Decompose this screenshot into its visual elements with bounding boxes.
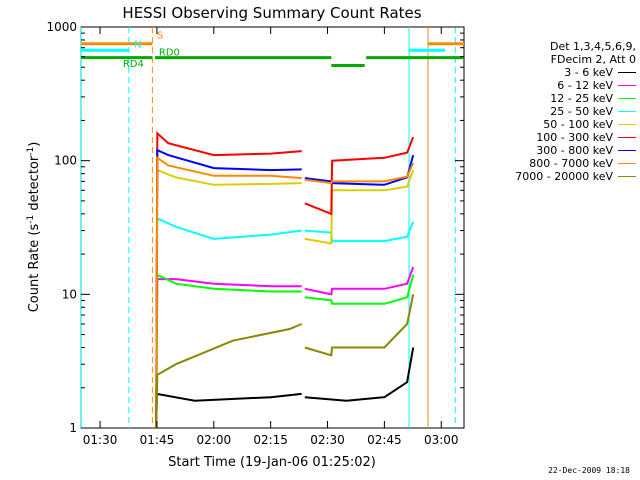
legend-item-8: 7000 - 20000 keV <box>496 170 636 183</box>
legend-item-6: 300 - 800 keV <box>496 144 636 157</box>
series-line-1-segment-0 <box>155 278 302 429</box>
x-tick-label-2: 02:00 <box>197 433 232 447</box>
series-line-2-segment-0 <box>155 273 302 429</box>
legend: Det 1,3,4,5,6,9, FDecim 2, Att 0 3 - 6 k… <box>496 40 636 183</box>
status-bar-label-s: S <box>157 31 163 42</box>
legend-item-label: 7000 - 20000 keV <box>515 170 613 183</box>
legend-item-4: 50 - 100 keV <box>496 118 636 131</box>
chart-title: HESSI Observing Summary Count Rates <box>122 4 421 22</box>
legend-item-label: 300 - 800 keV <box>536 144 613 157</box>
legend-item-label: 12 - 25 keV <box>550 92 613 105</box>
legend-item-0: 3 - 6 keV <box>496 66 636 79</box>
x-axis-label: Start Time (19-Jan-06 01:25:02) <box>168 455 376 470</box>
legend-swatch <box>618 150 636 151</box>
series-line-2-segment-1 <box>304 274 415 305</box>
status-bar-label-rd0: RD0 <box>159 48 180 59</box>
legend-swatch <box>618 85 636 86</box>
series-line-5-segment-1 <box>304 136 415 216</box>
legend-item-label: 100 - 300 keV <box>536 131 613 144</box>
legend-swatch <box>618 98 636 99</box>
series-line-4-segment-1 <box>304 169 415 245</box>
y-axis-label: Count Rate (s-1 detector-1) <box>26 142 42 313</box>
legend-item-label: 3 - 6 keV <box>564 66 613 79</box>
y-axis-label-sup2: -1 <box>26 147 36 156</box>
x-tick-label-0: 01:30 <box>83 433 118 447</box>
series-line-0-segment-1 <box>304 347 415 402</box>
legend-swatch <box>618 176 636 177</box>
plot-area: S N RD4 RD0 01:30 01:45 02:00 02:15 02:30 02:45 03… <box>46 20 465 447</box>
x-tick-label-5: 02:45 <box>367 433 402 447</box>
legend-item-label: 25 - 50 keV <box>550 105 613 118</box>
y-tick-label-2: 100 <box>54 154 77 168</box>
legend-swatch <box>618 111 636 112</box>
legend-item-1: 6 - 12 keV <box>496 79 636 92</box>
plot-frame <box>80 26 465 429</box>
series-line-1-segment-1 <box>304 266 415 296</box>
y-tick-label-0: 1 <box>69 421 77 435</box>
legend-header-line-1: Det 1,3,4,5,6,9, <box>549 40 636 53</box>
legend-item-label: 800 - 7000 keV <box>529 157 613 170</box>
series-line-4-segment-0 <box>155 168 302 429</box>
legend-item-label: 50 - 100 keV <box>543 118 613 131</box>
x-tick-label-4: 02:30 <box>310 433 345 447</box>
legend-item-2: 12 - 25 keV <box>496 92 636 105</box>
series-line-3-segment-1 <box>304 221 415 243</box>
series-line-7-segment-1 <box>304 162 415 185</box>
y-axis-label-mid: detector <box>27 155 42 215</box>
series-line-8-segment-1 <box>304 294 415 357</box>
status-bar-label-n: N <box>134 40 141 51</box>
y-axis-label-end: ) <box>27 142 42 147</box>
series-line-8-segment-0 <box>155 323 303 429</box>
legend-header-line-2: FDecim 2, Att 0 <box>550 53 636 66</box>
x-tick-label-1: 01:45 <box>140 433 175 447</box>
legend-swatch <box>618 124 636 125</box>
x-tick-label-6: 03:00 <box>424 433 459 447</box>
x-tick-label-3: 02:15 <box>253 433 288 447</box>
y-axis-label-sup1: -1 <box>26 215 36 224</box>
legend-item-5: 100 - 300 keV <box>496 131 636 144</box>
legend-item-3: 25 - 50 keV <box>496 105 636 118</box>
legend-item-label: 6 - 12 keV <box>557 79 613 92</box>
legend-swatch <box>618 72 636 73</box>
legend-item-7: 800 - 7000 keV <box>496 157 636 170</box>
legend-swatch <box>618 163 636 164</box>
y-tick-label-1: 10 <box>62 287 77 301</box>
series-line-7-segment-0 <box>155 155 302 429</box>
y-tick-label-3: 1000 <box>46 20 77 34</box>
legend-swatch <box>618 137 636 138</box>
series-line-0-segment-0 <box>155 392 302 429</box>
date-stamp: 22-Dec-2009 18:18 <box>548 466 630 475</box>
status-bar-label-rd4: RD4 <box>123 59 144 70</box>
legend-rows: 3 - 6 keV 6 - 12 keV 12 - 25 keV 25 - 50 ke… <box>496 66 636 183</box>
y-axis-label-main: Count Rate (s <box>27 224 42 313</box>
